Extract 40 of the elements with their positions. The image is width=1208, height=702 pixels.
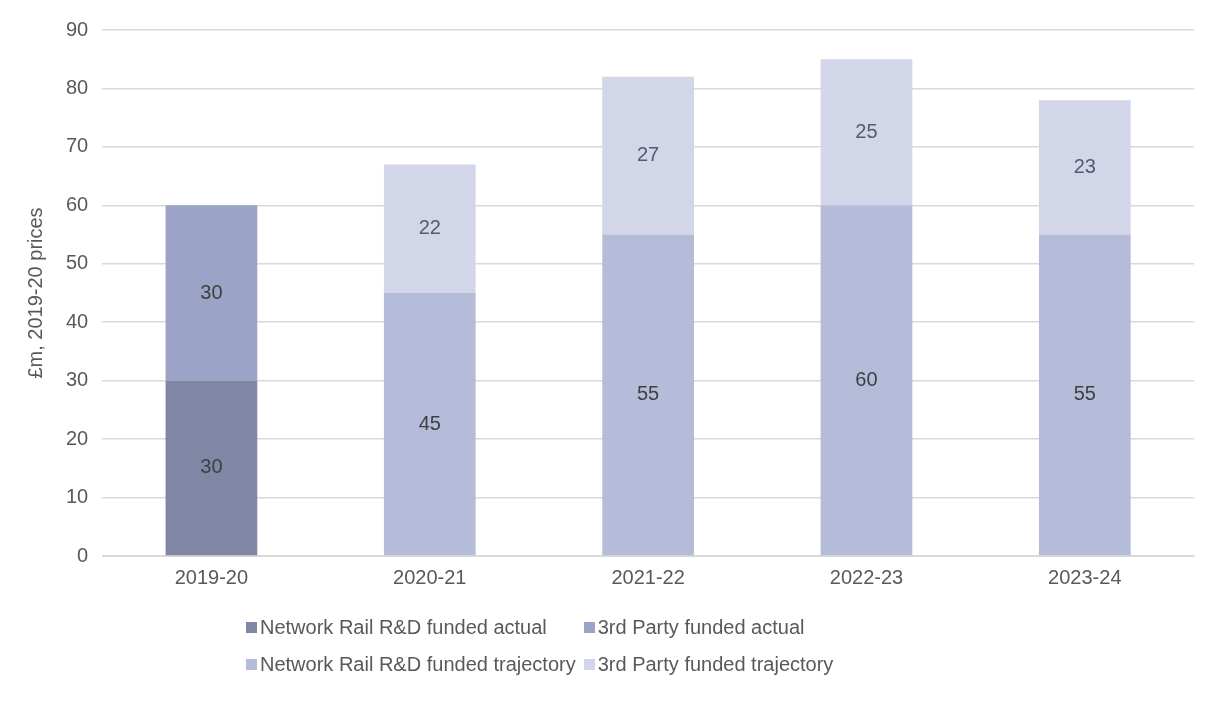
bar	[383, 293, 476, 556]
y-tick-label: 0	[77, 543, 89, 566]
x-tick-label: 2023-24	[1048, 565, 1122, 588]
bar	[165, 380, 258, 556]
data-label: 22	[418, 216, 441, 239]
bar	[383, 164, 476, 293]
x-tick-label: 2021-22	[611, 565, 685, 588]
x-tick-label: 2019-20	[174, 565, 249, 588]
data-label: 25	[855, 119, 878, 142]
data-label: 30	[200, 455, 223, 478]
y-tick-label: 40	[66, 309, 89, 332]
y-tick-label: 60	[66, 192, 89, 215]
bar	[602, 76, 694, 235]
x-tick-label: 2020-21	[393, 565, 467, 588]
y-tick-label: 50	[66, 251, 89, 274]
data-label: 55	[1073, 382, 1096, 405]
data-label: 30	[200, 280, 223, 303]
data-label: 55	[637, 382, 660, 405]
y-tick-label: 90	[66, 17, 89, 40]
bar	[820, 205, 913, 556]
y-tick-label: 80	[66, 75, 89, 98]
data-label: 27	[637, 143, 660, 166]
legend-label: Network Rail R&D funded actual	[260, 616, 547, 639]
bar	[820, 59, 913, 206]
x-tick-label: 2022-23	[829, 565, 904, 588]
bar	[165, 205, 258, 381]
y-tick-label: 20	[66, 426, 89, 449]
legend-label: 3rd Party funded actual	[597, 616, 805, 639]
bar	[1038, 234, 1131, 556]
y-tick-label: 10	[66, 485, 89, 508]
y-axis-title: £m, 2019-20 prices	[23, 207, 46, 379]
bar	[1038, 100, 1131, 235]
legend-label: Network Rail R&D funded trajectory	[260, 653, 576, 676]
y-tick-label: 70	[66, 134, 89, 157]
data-label: 45	[418, 411, 441, 434]
y-tick-label: 30	[66, 368, 89, 391]
legend-label: 3rd Party funded trajectory	[597, 653, 834, 676]
data-label: 60	[855, 367, 878, 390]
data-label: 23	[1073, 154, 1096, 177]
bar	[602, 234, 694, 556]
